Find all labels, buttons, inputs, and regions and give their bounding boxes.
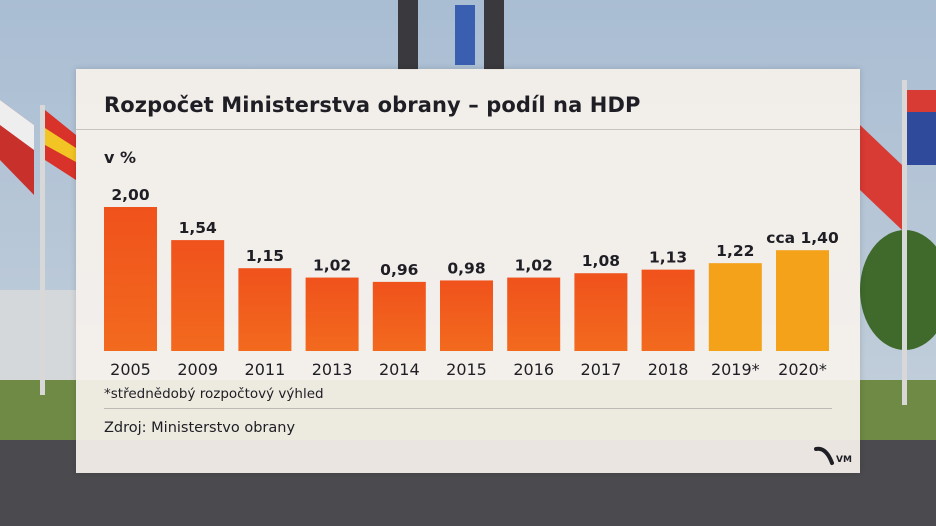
source-label: Zdroj: Ministerstvo obrany (104, 420, 296, 436)
x-tick-label: 2014 (379, 360, 420, 379)
bar-2020-forecast (776, 250, 829, 351)
unit-label: v % (104, 148, 137, 167)
footer-divider (104, 408, 832, 409)
x-tick-label: 2018 (648, 360, 689, 379)
channel-logo-text: VM (836, 455, 852, 465)
bar-2005 (104, 207, 157, 351)
value-label: 1,54 (179, 219, 217, 237)
bar-2011 (238, 268, 292, 351)
x-tick-label: 2009 (177, 360, 218, 379)
value-label: 1,02 (515, 257, 553, 275)
x-tick-label: 2017 (581, 360, 622, 379)
title-divider (76, 129, 860, 130)
x-tick-label: 2005 (110, 360, 151, 379)
bar-2014 (372, 281, 426, 351)
channel-logo-icon (814, 446, 834, 465)
x-tick-label: 2013 (312, 360, 353, 379)
value-label: cca 1,40 (766, 229, 839, 247)
bar-2013 (305, 277, 359, 351)
bar-2009 (171, 240, 225, 351)
value-label: 1,22 (716, 242, 754, 260)
value-label: 0,98 (447, 259, 485, 277)
value-label: 1,15 (246, 247, 284, 265)
x-tick-label: 2011 (245, 360, 286, 379)
value-label: 1,13 (649, 249, 687, 267)
value-label: 1,08 (582, 252, 620, 270)
bar-2017 (574, 273, 628, 351)
x-tick-label: 2015 (446, 360, 487, 379)
bar-2019-forecast (708, 263, 762, 351)
value-label: 0,96 (380, 261, 418, 279)
bar-2016 (507, 277, 561, 351)
value-label: 1,02 (313, 257, 351, 275)
bar-2018 (641, 269, 695, 351)
bar-chart: 2,00 2005 1,54 2009 1,15 2011 1,02 2013 0,96 2014… (104, 186, 839, 379)
chart-title: Rozpočet Ministerstva obrany – podíl na … (104, 93, 641, 117)
x-tick-label: 2020* (778, 360, 827, 379)
x-tick-label: 2016 (513, 360, 554, 379)
value-label: 2,00 (111, 186, 149, 204)
bar-2015 (440, 280, 493, 351)
footnote: *střednědobý rozpočtový výhled (104, 386, 324, 402)
x-tick-label: 2019* (711, 360, 760, 379)
